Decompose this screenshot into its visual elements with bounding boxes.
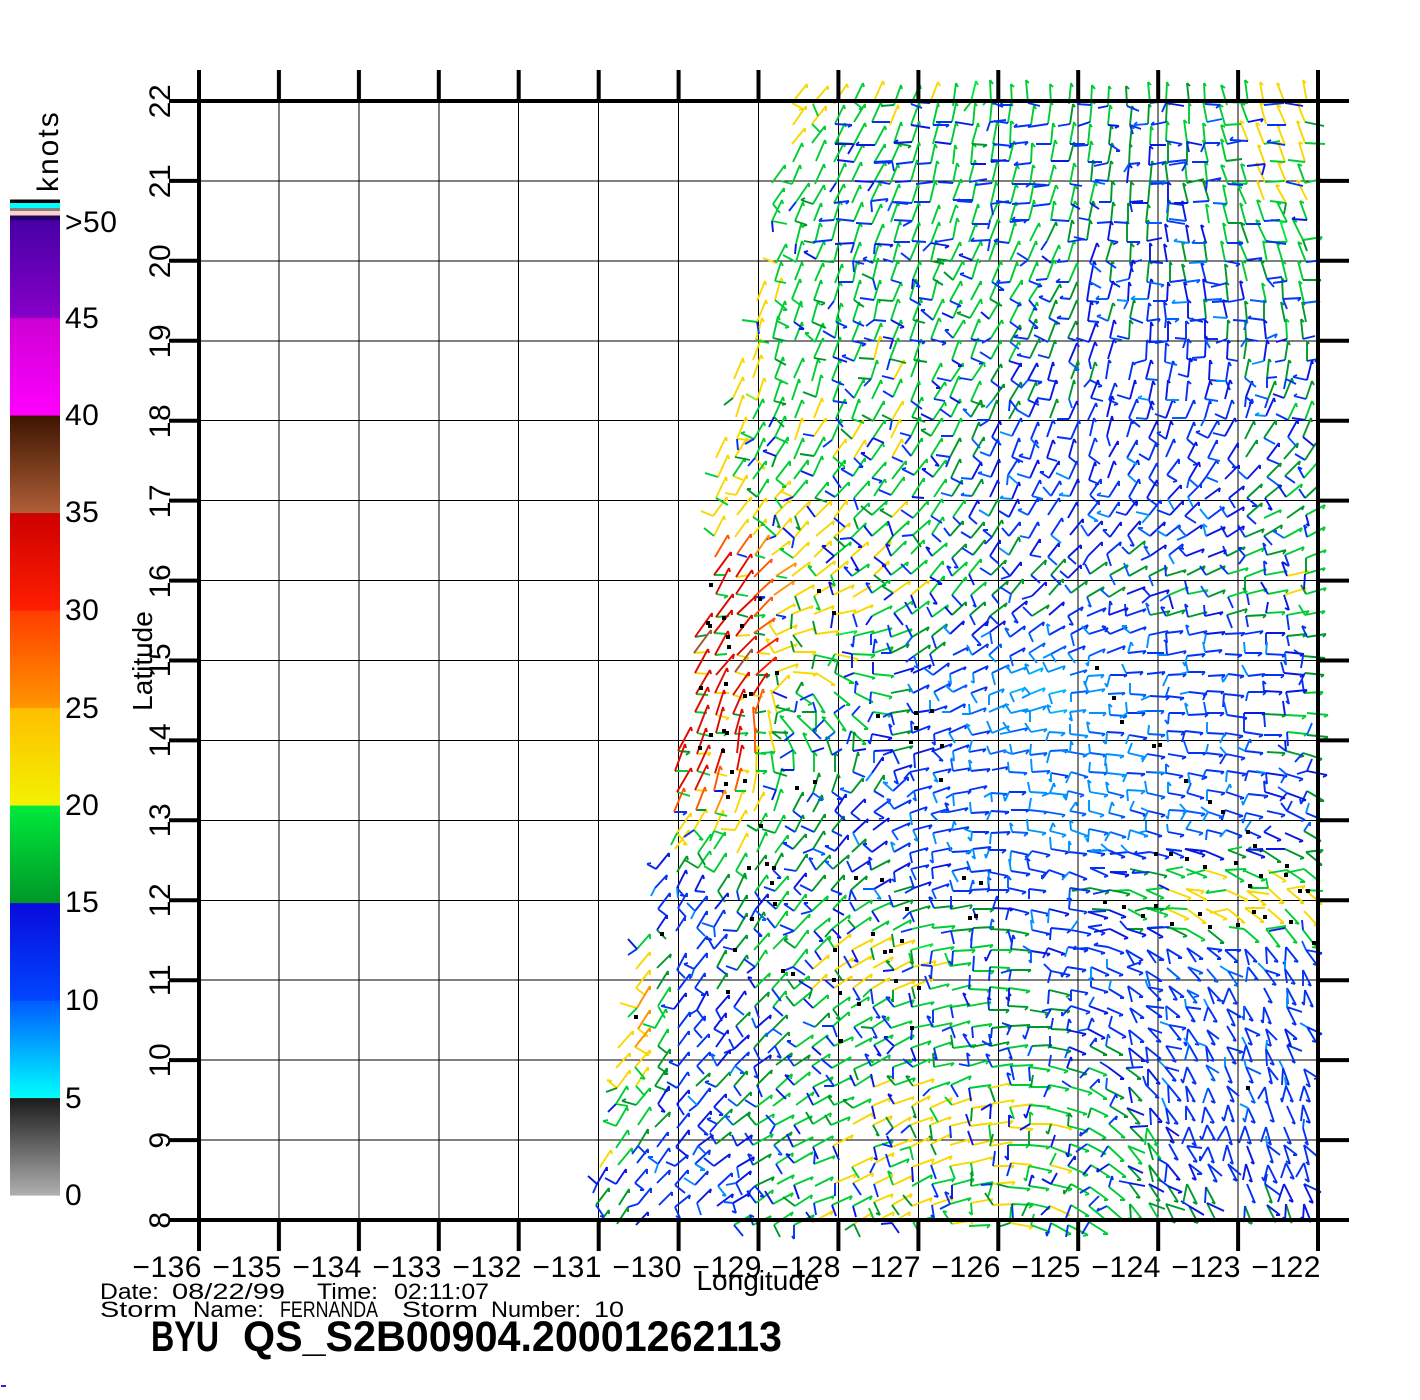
svg-text:19: 19 [144, 324, 177, 358]
svg-text:40: 40 [65, 399, 99, 432]
svg-text:−122: −122 [1251, 1251, 1321, 1284]
svg-text:0: 0 [65, 1179, 82, 1212]
svg-text:Latitude: Latitude [127, 611, 158, 711]
svg-text:08/22/99: 08/22/99 [172, 1279, 285, 1304]
svg-text:14: 14 [144, 723, 177, 757]
svg-text:20: 20 [65, 789, 99, 822]
svg-text:Name:: Name: [193, 1297, 264, 1322]
svg-text:−133: −133 [372, 1251, 442, 1284]
svg-text:Number:: Number: [491, 1297, 581, 1322]
svg-text:Longitude: Longitude [696, 1265, 819, 1296]
svg-text:knots: knots [32, 110, 65, 192]
svg-text:FERNANDA: FERNANDA [280, 1297, 378, 1322]
svg-text:35: 35 [65, 496, 99, 529]
svg-text:Storm: Storm [100, 1297, 177, 1322]
svg-text:−129: −129 [692, 1251, 762, 1284]
svg-text:QS_S2B00904.20001262113: QS_S2B00904.20001262113 [243, 1313, 782, 1361]
svg-text:Time:: Time: [317, 1279, 378, 1304]
svg-text:30: 30 [65, 594, 99, 627]
svg-text:BYU: BYU [151, 1313, 219, 1361]
svg-text:−131: −131 [532, 1251, 602, 1284]
svg-text:20: 20 [144, 244, 177, 278]
svg-text:−132: −132 [452, 1251, 522, 1284]
svg-text:Date:: Date: [100, 1279, 159, 1304]
svg-text:45: 45 [65, 302, 99, 335]
svg-text:18: 18 [144, 404, 177, 438]
svg-text:−124: −124 [1091, 1251, 1161, 1284]
svg-text:10: 10 [65, 984, 99, 1017]
svg-text:21: 21 [144, 164, 177, 198]
svg-text:17: 17 [144, 484, 177, 518]
svg-text:13: 13 [144, 803, 177, 837]
svg-text:−135: −135 [212, 1251, 282, 1284]
svg-text:−136: −136 [132, 1251, 202, 1284]
svg-text:10: 10 [144, 1043, 177, 1077]
svg-text:02:11:07: 02:11:07 [394, 1279, 489, 1304]
svg-text:11: 11 [144, 964, 177, 996]
svg-text:−130: −130 [612, 1251, 682, 1284]
svg-text:−125: −125 [1011, 1251, 1081, 1284]
svg-text:12: 12 [144, 883, 177, 917]
svg-text:−127: −127 [851, 1251, 921, 1284]
svg-text:25: 25 [65, 692, 99, 725]
svg-text:15: 15 [65, 886, 99, 919]
svg-text:−128: −128 [771, 1251, 841, 1284]
svg-text:−123: −123 [1171, 1251, 1241, 1284]
svg-text:15: 15 [144, 643, 177, 677]
svg-text:−134: −134 [292, 1251, 362, 1284]
svg-text:>50: >50 [65, 206, 117, 239]
svg-text:16: 16 [144, 564, 177, 598]
svg-text:5: 5 [65, 1082, 82, 1115]
svg-text:8: 8 [144, 1211, 177, 1228]
svg-text:10: 10 [594, 1297, 624, 1322]
svg-text:−126: −126 [931, 1251, 1001, 1284]
svg-text:Storm: Storm [402, 1297, 478, 1322]
svg-text:9: 9 [144, 1131, 177, 1148]
svg-text:22: 22 [144, 84, 177, 118]
